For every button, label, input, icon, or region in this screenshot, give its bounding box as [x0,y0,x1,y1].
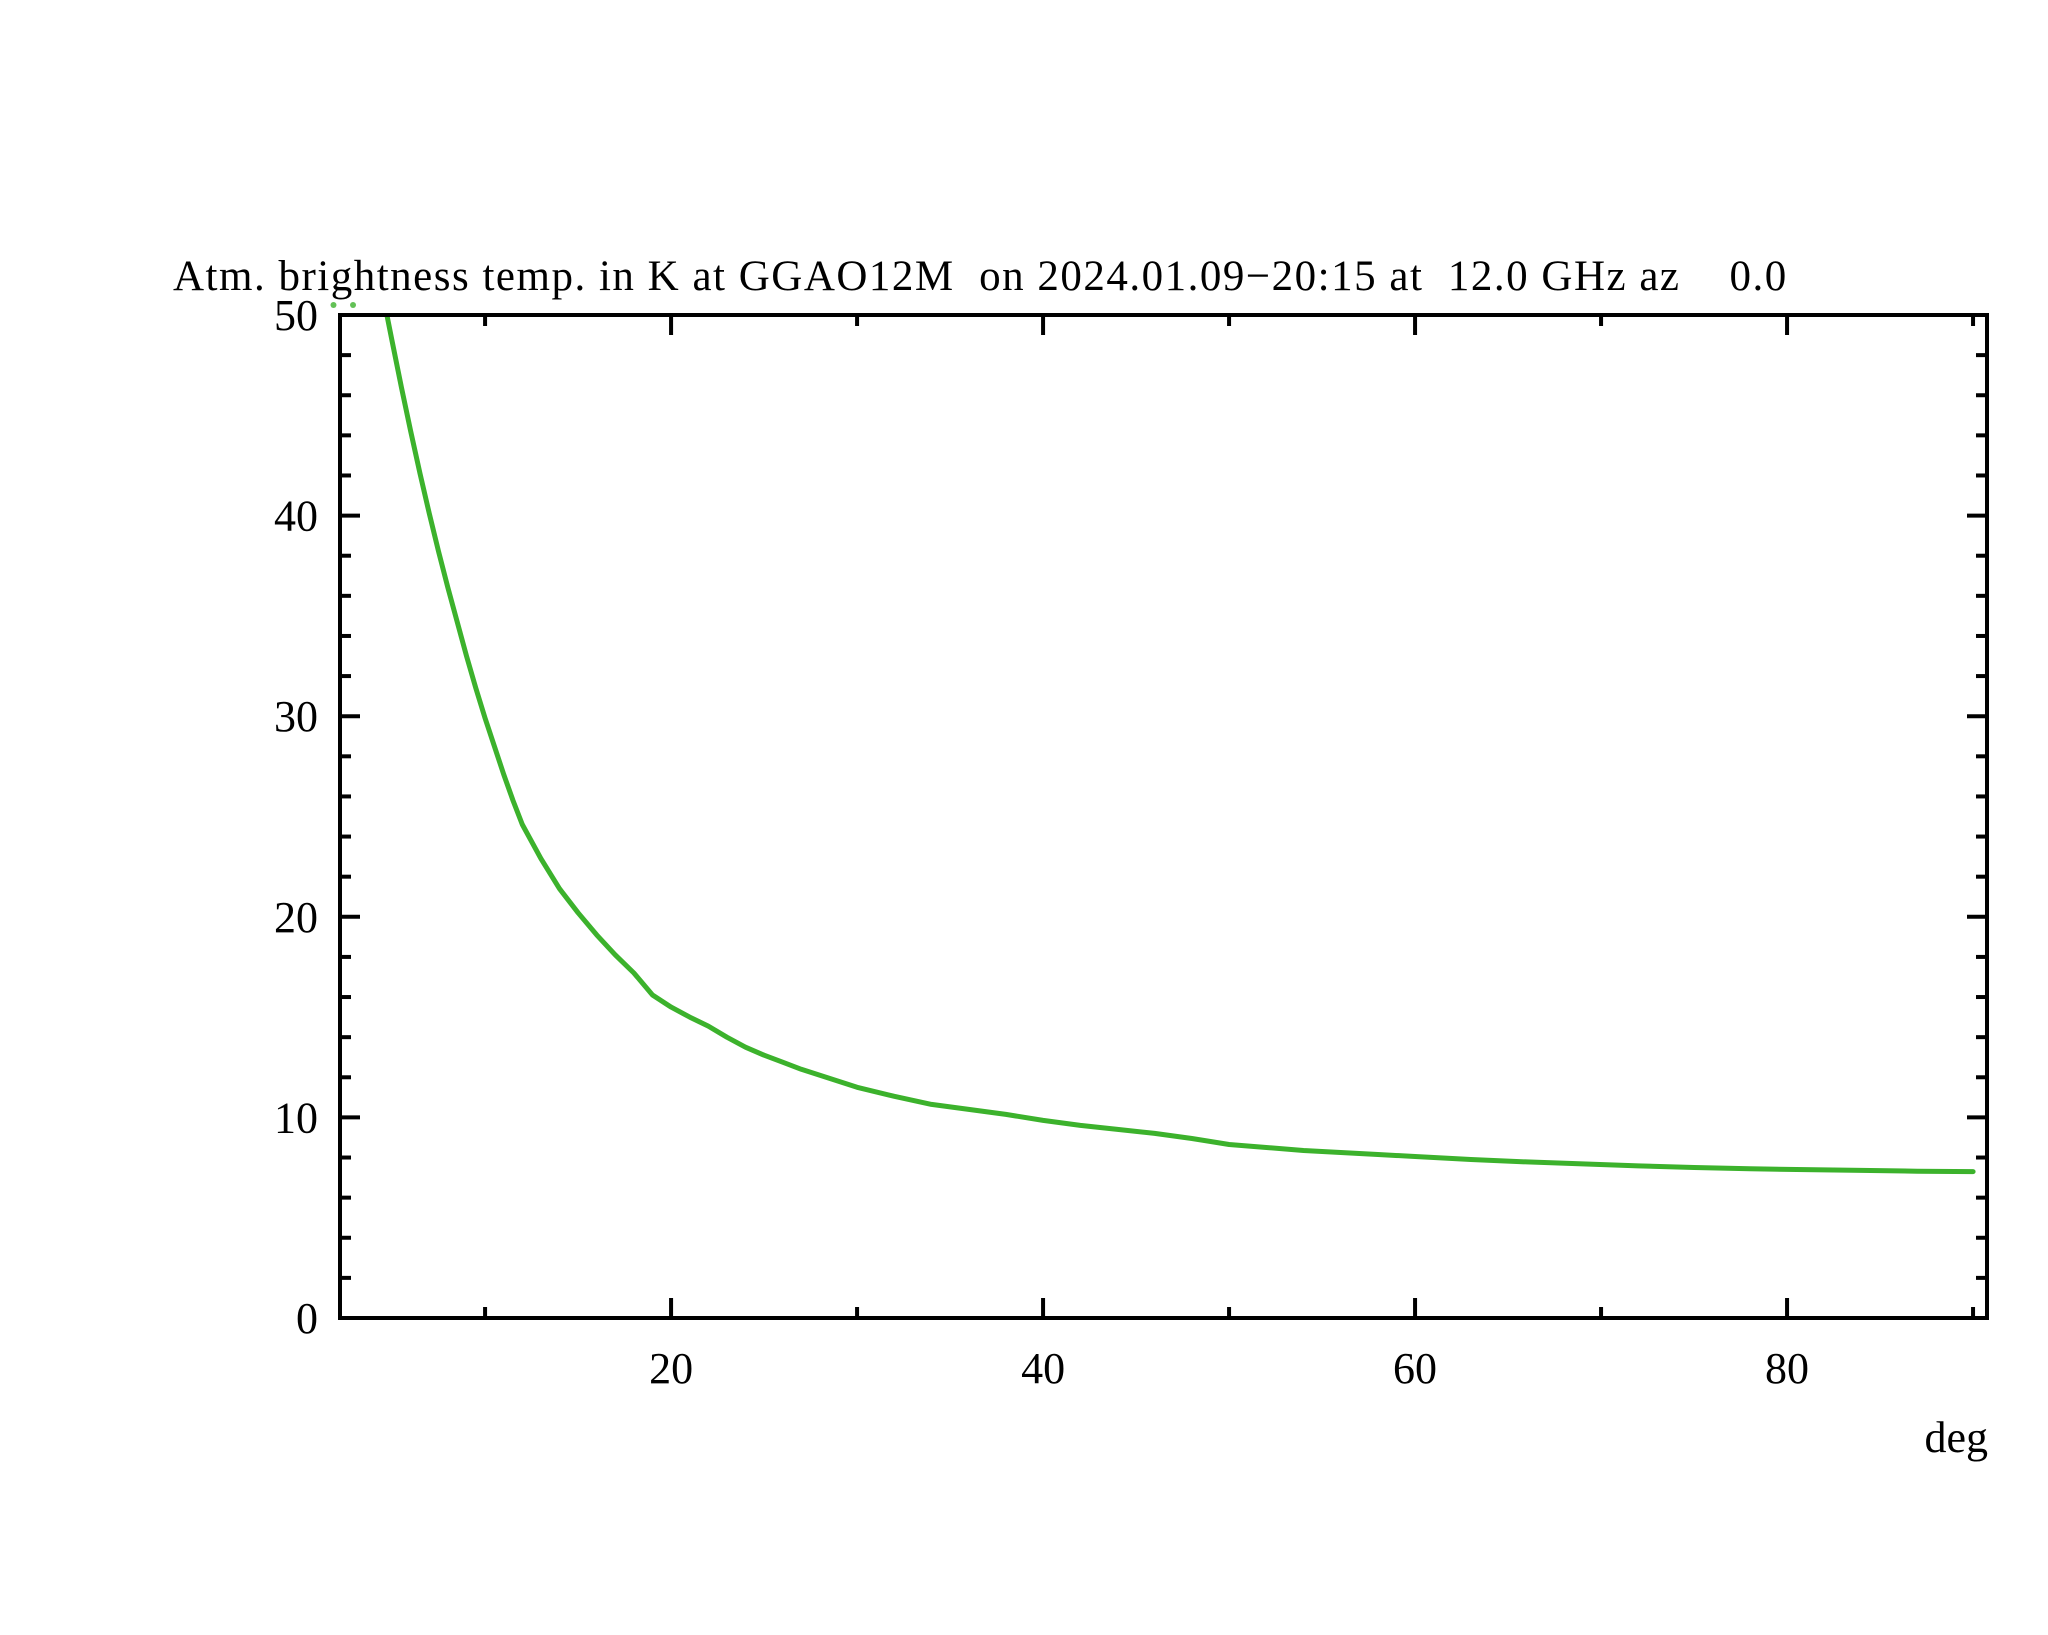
tick-labels-layer: 20 40 60 80 0 10 20 30 40 50 [274,291,1809,1393]
x-tick-label: 60 [1393,1344,1437,1393]
clipped-data-point [330,302,337,308]
y-tick-label: 40 [274,492,318,541]
curve-layer [383,313,1976,1175]
y-tick-label: 10 [274,1093,318,1142]
x-axis-unit-label: deg [1924,1413,1988,1462]
y-tick-label: 50 [274,291,318,340]
x-tick-label: 40 [1021,1344,1065,1393]
chart-title: Atm. brightness temp. in K at GGAO12M on… [173,253,1788,300]
y-tick-label: 0 [296,1294,318,1343]
y-tick-label: 30 [274,692,318,741]
brightness-temp-curve [383,313,1976,1175]
axis-box [338,313,1989,1320]
axes-layer [338,313,1989,1320]
x-tick-label: 80 [1765,1344,1809,1393]
x-tick-label: 20 [649,1344,693,1393]
y-tick-label: 20 [274,893,318,942]
clipped-data-point [350,302,357,308]
clipped-points-layer [330,302,357,308]
